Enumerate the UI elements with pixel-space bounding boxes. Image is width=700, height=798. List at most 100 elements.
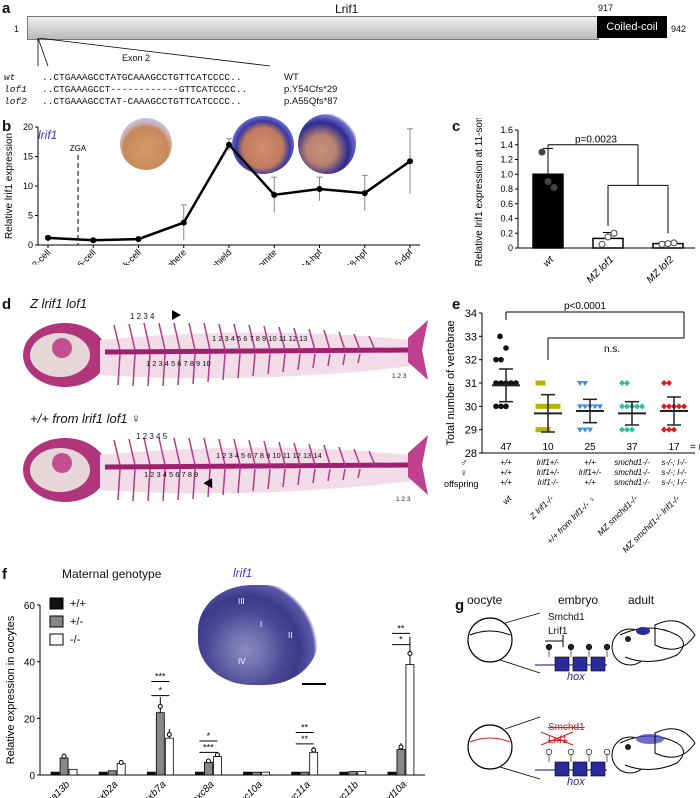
legend-swatch — [49, 615, 64, 628]
y-tick-label: 1.0 — [500, 169, 513, 179]
protein-end: 942 — [671, 24, 687, 34]
p-value: p<0.0001 — [564, 301, 606, 312]
sig-mark: ** — [301, 734, 309, 744]
y-tick-label: 1.2 — [500, 155, 513, 165]
zga-label: ZGA — [70, 144, 87, 153]
data-point — [205, 758, 211, 764]
seq-row: lof1 ..CTGAAAGCCT------------GTTCATCCCC..… — [4, 84, 338, 95]
chart-f: 0 20 40 60 Relative expression in oocytes +/+… — [5, 597, 425, 798]
data-point — [577, 381, 583, 386]
data-point — [619, 380, 625, 386]
genotype-label: +/+ — [500, 478, 512, 487]
panel-a-letter: a — [2, 0, 11, 17]
data-point — [118, 760, 124, 766]
y-tick-label: 5 — [28, 211, 33, 221]
bar — [309, 751, 319, 776]
data-point — [624, 380, 630, 386]
data-point — [661, 426, 667, 433]
bar — [261, 771, 270, 776]
bar — [291, 771, 301, 776]
sig-mark: ** — [397, 623, 405, 633]
data-point — [666, 403, 672, 410]
y-tick-label: 20 — [24, 714, 36, 725]
sig-mark: * — [159, 686, 163, 696]
data-point — [166, 731, 172, 737]
seq-row: wt ..CTGAAAGCCTATGCAAAGCCTGTTCATCCCC.. WT — [4, 72, 299, 83]
y-tick-label: 15 — [23, 152, 33, 162]
arrowhead-1 — [172, 310, 181, 320]
y-tick-label: 30 — [465, 401, 477, 413]
data-point — [629, 426, 635, 433]
data-point — [604, 233, 612, 241]
bar — [195, 771, 204, 776]
data-point — [624, 426, 630, 433]
bar — [146, 771, 156, 776]
y-tick-label: 0 — [29, 771, 35, 782]
g-oocyte-label: oocyte — [467, 593, 503, 607]
data-point — [135, 236, 142, 243]
y-axis-label: Total number of vertebrae — [445, 320, 457, 445]
genotype-label: lrif1+/- — [537, 468, 560, 477]
legend-label: +/+ — [70, 598, 86, 610]
x-tick-label: hoxc11b — [327, 779, 361, 798]
y-tick-label: 28 — [465, 448, 477, 460]
data-point — [407, 650, 413, 656]
bar — [357, 771, 367, 776]
x-tick-label: MZ lof2 — [645, 254, 677, 286]
genotype-label: s-/-; l-/- — [661, 478, 687, 487]
model-diagram — [467, 612, 696, 780]
genotype-label: lrif1+/- — [579, 468, 602, 477]
oocyte-stage-iii: III — [238, 597, 245, 606]
x-tick-label: hoxb2a — [89, 779, 120, 798]
bar — [252, 771, 261, 776]
data-point — [550, 184, 558, 192]
bar — [59, 757, 69, 776]
g-embryo-label: embryo — [558, 593, 599, 607]
data-point — [610, 229, 618, 237]
data-point — [619, 426, 625, 433]
sig-mark: * — [399, 635, 403, 645]
legend-label: +/- — [70, 616, 83, 628]
g-hox-label-bottom: hox — [567, 776, 585, 788]
x-tick-label: hoxc11a — [279, 779, 313, 798]
data-point — [671, 426, 677, 433]
panel-f-insert-label: lrif1 — [233, 566, 253, 580]
data-point — [398, 744, 404, 750]
data-point — [316, 185, 323, 192]
data-point — [676, 403, 682, 410]
oocyte-stage-iv: IV — [238, 657, 246, 666]
oocyte-stage-i: I — [260, 620, 263, 629]
n-count: 25 — [584, 442, 596, 453]
genotype-label: smchd1-/- — [614, 468, 650, 477]
y-tick-label: 0 — [508, 243, 513, 253]
exon-label: Exon 2 — [122, 53, 151, 63]
x-tick-label: 5-dpf — [393, 247, 415, 265]
x-tick-label: hoxd10a — [374, 779, 409, 798]
n-count: 17 — [668, 442, 680, 453]
bar — [339, 771, 349, 776]
x-tick-label: Z lrif1-/- — [527, 493, 556, 522]
data-point — [592, 404, 598, 410]
g-lrif1-label-top: Lrif1 — [548, 626, 568, 637]
data-point — [407, 158, 413, 165]
x-tick-label: 16-cell — [72, 247, 98, 265]
data-point — [582, 381, 588, 386]
data-point — [577, 404, 583, 410]
bar — [98, 771, 108, 776]
x-tick-label: MZ lof1 — [585, 254, 616, 285]
series-line — [47, 142, 411, 242]
genotype-label: s-/-; l-/- — [661, 458, 687, 467]
data-point — [670, 239, 678, 247]
data-point — [45, 234, 51, 241]
y-tick-label: 34 — [465, 308, 477, 320]
legend-label: -/- — [70, 634, 81, 646]
x-tick-label: sphere — [162, 247, 189, 265]
offspring-label: offspring — [444, 479, 478, 489]
y-tick-label: 0.2 — [500, 228, 513, 238]
data-point — [598, 240, 606, 248]
n-count: 10 — [542, 442, 554, 453]
y-tick-label: 0.4 — [500, 214, 513, 224]
data-point — [555, 403, 561, 409]
data-point — [180, 219, 187, 226]
data-point — [634, 403, 640, 410]
